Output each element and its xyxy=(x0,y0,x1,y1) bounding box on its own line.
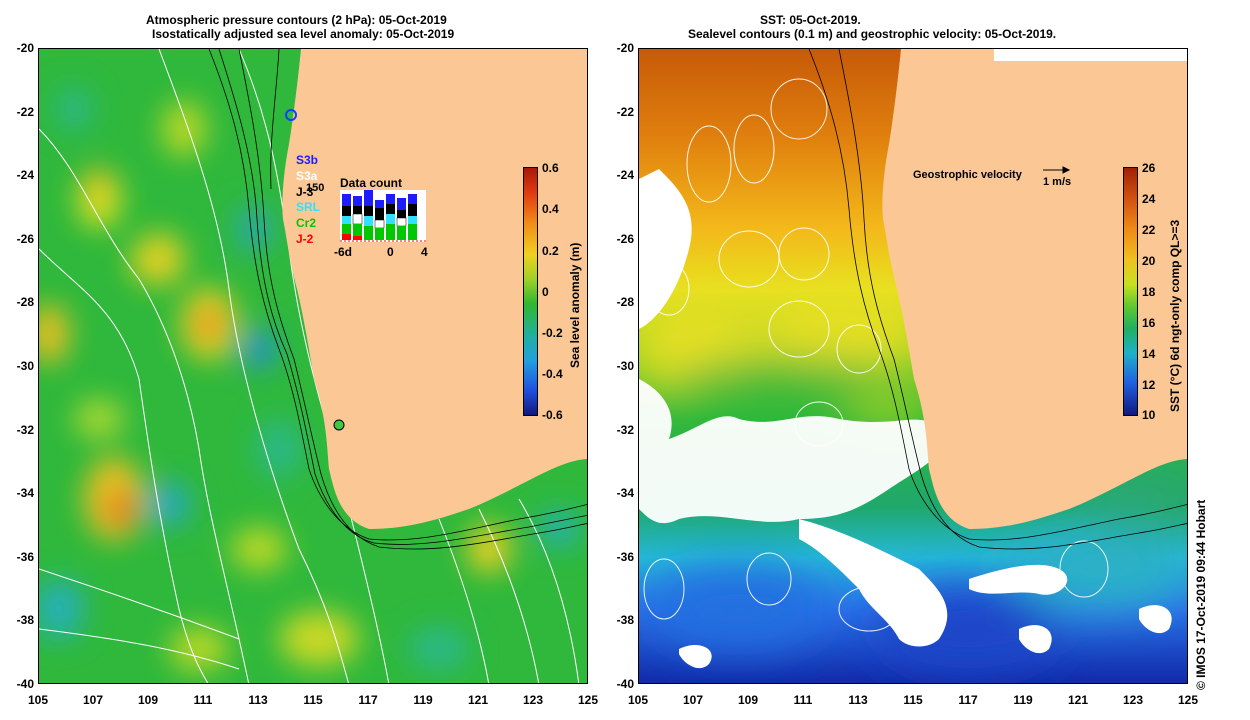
sla-map-graphic xyxy=(39,49,587,683)
left-x-tick: 113 xyxy=(248,693,268,707)
satellite-legend-j2: J-2 xyxy=(296,232,314,246)
left-x-tick: 121 xyxy=(467,693,489,707)
right-y-tick: -28 xyxy=(616,295,634,309)
land-australia-left xyxy=(282,49,587,529)
right-y-tick: -32 xyxy=(616,423,634,437)
sla-colorbar-tick: 0.2 xyxy=(542,244,559,258)
sst-colorbar-tick: 10 xyxy=(1142,408,1156,422)
velocity-legend-scale: 1 m/s xyxy=(1043,176,1072,188)
sst-colorbar xyxy=(1123,167,1138,416)
sst-colorbar-tick: 22 xyxy=(1142,223,1156,237)
right-y-tick: -20 xyxy=(616,41,634,55)
right-y-tick: -38 xyxy=(616,613,634,627)
sst-colorbar-tick: 12 xyxy=(1142,378,1156,392)
right-x-tick: 125 xyxy=(1177,693,1199,707)
right-x-tick: 119 xyxy=(1013,693,1033,707)
land-australia-right xyxy=(882,49,1187,529)
sla-colorbar-tick: 0.6 xyxy=(542,161,559,175)
satellite-legend-cr2: Cr2 xyxy=(296,216,317,230)
left-y-tick: -20 xyxy=(16,41,34,55)
sst-colorbar-tick: 20 xyxy=(1142,254,1156,268)
data-count-chart xyxy=(340,190,426,242)
satellite-legend-s3b: S3b xyxy=(296,153,319,167)
sst-colorbar-tick: 24 xyxy=(1142,192,1156,206)
left-y-tick: -38 xyxy=(16,613,34,627)
left-x-tick: 115 xyxy=(303,693,323,707)
sla-colorbar xyxy=(523,167,538,416)
left-x-tick: 107 xyxy=(82,693,104,707)
data-count-axis-label: 4 xyxy=(421,245,428,259)
right-x-tick: 121 xyxy=(1067,693,1089,707)
left-y-tick: -40 xyxy=(16,677,34,691)
left-title-line2: Isostatically adjusted sea level anomaly… xyxy=(152,27,455,41)
right-x-tick: 113 xyxy=(848,693,868,707)
right-y-tick: -36 xyxy=(616,550,634,564)
left-x-tick: 109 xyxy=(137,693,159,707)
sea-level-anomaly-map xyxy=(38,48,588,684)
right-y-tick: -34 xyxy=(616,486,634,500)
cloud-mask xyxy=(639,169,1172,669)
left-title-line1: Atmospheric pressure contours (2 hPa): 0… xyxy=(146,13,447,27)
sst-map xyxy=(638,48,1188,684)
right-title-line2: Sealevel contours (0.1 m) and geostrophi… xyxy=(688,27,1057,41)
data-count-axis-label: -6d xyxy=(334,245,352,259)
right-y-tick: -22 xyxy=(616,105,634,119)
sla-colorbar-label: Sea level anomaly (m) xyxy=(568,242,582,368)
left-x-tick: 123 xyxy=(522,693,544,707)
left-y-tick: -22 xyxy=(16,105,34,119)
left-y-tick: -32 xyxy=(16,423,34,437)
tide-station-marker-south xyxy=(333,419,345,431)
sst-colorbar-tick: 18 xyxy=(1142,285,1156,299)
satellite-legend-j3: J-3 xyxy=(296,185,314,199)
right-x-tick: 107 xyxy=(682,693,704,707)
sst-colorbar-tick: 26 xyxy=(1142,161,1156,175)
data-count-title: Data count xyxy=(340,176,403,190)
sst-colorbar-tick: 14 xyxy=(1142,347,1156,361)
sla-colorbar-tick: -0.4 xyxy=(542,367,563,381)
velocity-legend-label: Geostrophic velocity xyxy=(913,169,1022,181)
sla-colorbar-tick: -0.2 xyxy=(542,326,563,340)
right-title-line1: SST: 05-Oct-2019. xyxy=(760,13,861,27)
tide-station-marker-north xyxy=(285,109,297,121)
right-y-tick: -40 xyxy=(616,677,634,691)
left-y-tick: -30 xyxy=(16,359,34,373)
left-x-tick: 117 xyxy=(358,693,378,707)
left-x-tick: 105 xyxy=(27,693,49,707)
left-y-tick: -34 xyxy=(16,486,34,500)
left-y-tick: -24 xyxy=(16,168,34,182)
sla-colorbar-tick: 0 xyxy=(542,285,549,299)
imos-credit: © IMOS 17-Oct-2019 09:44 Hobart xyxy=(1194,499,1208,690)
left-y-tick: -28 xyxy=(16,295,34,309)
data-count-max-label: 150 xyxy=(306,182,325,194)
sla-colorbar-tick: 0.4 xyxy=(542,202,559,216)
right-y-tick: -26 xyxy=(616,232,634,246)
left-y-tick: -36 xyxy=(16,550,34,564)
right-x-tick: 115 xyxy=(903,693,923,707)
satellite-legend-s3a: S3a xyxy=(296,169,318,183)
left-y-tick: -26 xyxy=(16,232,34,246)
right-x-tick: 117 xyxy=(958,693,978,707)
left-x-tick: 119 xyxy=(413,693,433,707)
right-x-tick: 105 xyxy=(627,693,649,707)
right-x-tick: 109 xyxy=(737,693,759,707)
left-x-tick: 125 xyxy=(577,693,599,707)
sst-colorbar-label: SST (°C) 6d ngt-only comp QL>=3 xyxy=(1168,219,1182,412)
sst-map-graphic xyxy=(639,49,1187,683)
sla-colorbar-tick: -0.6 xyxy=(542,408,563,422)
sst-colorbar-tick: 16 xyxy=(1142,316,1156,330)
data-count-axis-label: 0 xyxy=(387,245,394,259)
left-x-tick: 111 xyxy=(193,693,213,707)
right-x-tick: 123 xyxy=(1122,693,1144,707)
right-x-tick: 111 xyxy=(793,693,813,707)
satellite-legend-srl: SRL xyxy=(296,200,320,214)
right-y-tick: -24 xyxy=(616,168,634,182)
right-y-tick: -30 xyxy=(616,359,634,373)
